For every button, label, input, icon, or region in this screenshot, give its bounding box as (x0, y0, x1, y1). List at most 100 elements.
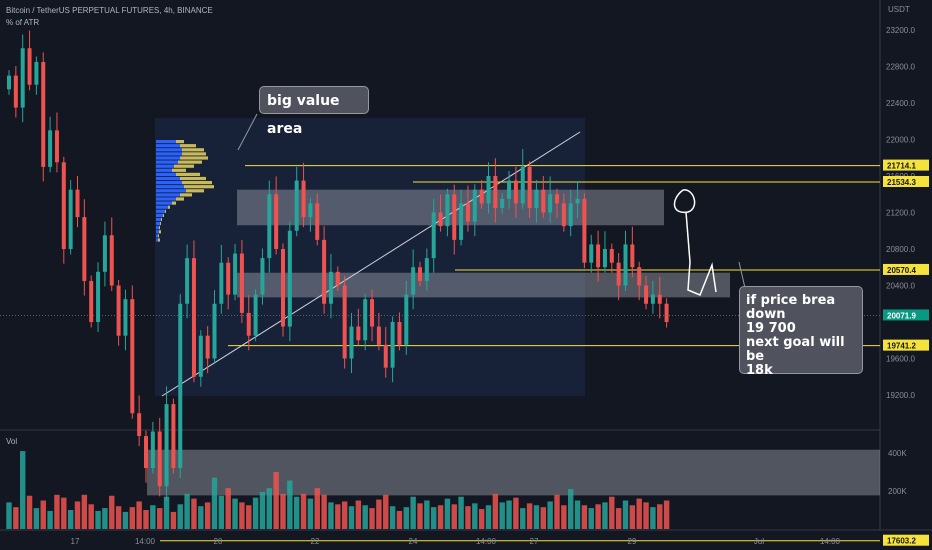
volume-profile-bar (156, 148, 182, 152)
candle-body (418, 267, 422, 281)
volume-bar (26, 495, 33, 529)
candle-body (322, 239, 327, 304)
volume-tick-label: 400K (888, 449, 907, 458)
candle-body (390, 322, 395, 368)
volume-bar (513, 497, 519, 529)
volume-profile-bar (156, 156, 180, 160)
candle-body (7, 75, 11, 90)
volume-profile-bar (156, 213, 163, 217)
candle-body (609, 249, 614, 263)
volume-profile-bar (180, 176, 206, 181)
price-tick-label: 19600.0 (886, 355, 915, 364)
volume-bar (362, 505, 368, 529)
volume-profile-bar (156, 164, 174, 168)
candle-body (424, 258, 429, 281)
volume-profile-bar (186, 189, 204, 193)
volume-bar (348, 506, 355, 529)
volume-bar (520, 508, 526, 529)
volume-bar (211, 477, 218, 529)
callout-breakdown[interactable]: if price brea down 19 700 next goal will… (739, 286, 863, 378)
volume-profile-bar (180, 156, 208, 160)
volume-profile-bar (182, 152, 206, 156)
volume-bar (492, 493, 499, 529)
level-tag-label: 21534.3 (887, 178, 916, 187)
price-tick-label: 19200.0 (886, 391, 915, 400)
candle-body (308, 203, 313, 218)
candle-body (233, 253, 238, 295)
volume-bar (232, 498, 238, 529)
time-tick-label: 14:00 (135, 537, 156, 546)
candle-body (198, 335, 203, 377)
candle-body (102, 235, 107, 272)
volume-profile-bar (182, 148, 204, 152)
candle-body (267, 194, 272, 259)
volume-profile-bar (176, 197, 184, 201)
volume-bar (369, 508, 375, 529)
volume-bar (335, 504, 341, 529)
candle-body (164, 404, 169, 487)
volume-bar (225, 488, 231, 529)
volume-bar (465, 506, 471, 529)
volume-profile-bar (159, 226, 160, 230)
volume-bar (170, 511, 177, 529)
time-tick-label: 24 (409, 537, 418, 546)
candle-body (219, 262, 224, 304)
zone-rect (147, 449, 880, 496)
volume-profile-bar (156, 181, 182, 185)
volume-bar (191, 498, 197, 529)
volume-bar (506, 500, 512, 529)
current-price-label: 20071.9 (887, 311, 916, 320)
candle-body (281, 249, 285, 327)
volume-bar (451, 504, 457, 529)
volume-bar (328, 502, 334, 529)
volume-bar (204, 502, 211, 529)
volume-bar (307, 498, 314, 529)
candle-body (520, 166, 525, 204)
volume-bar (314, 488, 320, 529)
level-tag (883, 339, 929, 351)
volume-profile-bar (156, 176, 180, 181)
volume-profile-bar (174, 164, 194, 168)
volume-profile-bar (168, 205, 170, 209)
volume-profile-bar (156, 193, 180, 197)
candle-body (623, 244, 628, 286)
volume-bar (389, 506, 396, 529)
level-tag-label: 20570.4 (887, 266, 916, 275)
candle-body (54, 130, 59, 163)
volume-bar (355, 500, 362, 529)
volume-bar (88, 504, 94, 529)
volume-bar (657, 504, 663, 529)
candle-body (61, 162, 66, 249)
price-axis-unit: USDT (888, 5, 910, 14)
callout-big-value-area[interactable]: big value area (259, 86, 369, 137)
candle-body (137, 413, 142, 437)
volume-bar (437, 505, 444, 529)
volume-bar (622, 500, 629, 529)
volume-bar (568, 489, 574, 529)
candle-body (555, 194, 559, 204)
volume-profile-bar (156, 222, 160, 226)
volume-bar (6, 502, 12, 529)
price-tick-label: 22000.0 (886, 136, 915, 145)
candle-body (376, 326, 381, 345)
candle-body (185, 258, 190, 304)
volume-bar (61, 497, 67, 529)
candle-body (20, 48, 25, 108)
volume-bar (458, 496, 464, 529)
candle-body (513, 180, 518, 204)
candle-body (123, 299, 128, 336)
time-tick-label: 14:00 (476, 537, 497, 546)
candle-body (150, 431, 155, 468)
volume-bar (581, 505, 588, 529)
chart-title: Bitcoin / TetherUS PERPETUAL FUTURES, 4h… (6, 6, 213, 15)
volume-bar (81, 494, 88, 529)
candle-body (644, 285, 649, 304)
volume-bar (218, 495, 225, 529)
zone-rect (237, 189, 664, 226)
volume-bar (609, 496, 615, 529)
volume-bar (547, 501, 553, 529)
level-tag (883, 263, 929, 275)
candle-body (96, 271, 101, 322)
volume-bar (663, 500, 670, 529)
